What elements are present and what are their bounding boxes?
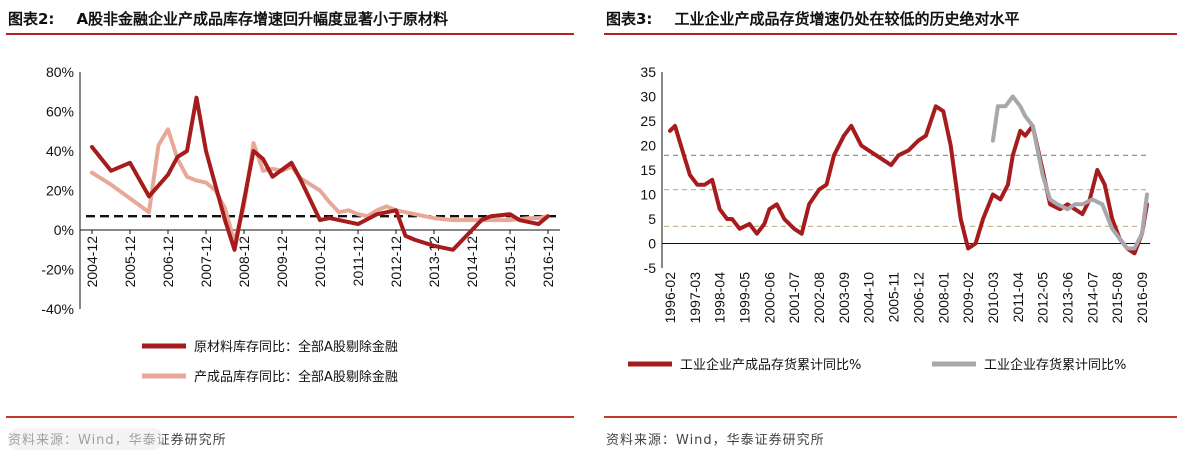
y-tick-label: -20% bbox=[41, 262, 74, 278]
x-tick-label: 2014-07 bbox=[1084, 272, 1100, 324]
x-tick-label: 2016-12 bbox=[540, 236, 556, 288]
x-tick-label: 2008-12 bbox=[236, 236, 252, 288]
x-tick-label: 2012-05 bbox=[1035, 272, 1051, 324]
figure-title-left: A股非金融企业产成品库存增速回升幅度显著小于原材料 bbox=[76, 10, 449, 28]
figure-label-left: 图表2: bbox=[8, 10, 55, 28]
chart-panel-left: 图表2: A股非金融企业产成品库存增速回升幅度显著小于原材料 -40% -20% 0%… bbox=[0, 0, 576, 461]
y-tick-label: 0% bbox=[54, 222, 74, 238]
title-rule-right bbox=[604, 33, 1177, 35]
line-chart-left: -40% -20% 0% 20% 40% 60% 80% 2004-12 2005-12 2006… bbox=[41, 64, 560, 385]
x-tick-label: 2005-12 bbox=[122, 236, 138, 288]
x-tick-label: 1999-05 bbox=[737, 272, 753, 324]
x-tick-label: 2006-12 bbox=[910, 272, 926, 324]
source-note-right: 资料来源：Wind，华泰证券研究所 bbox=[606, 433, 825, 448]
x-tick-label: 2015-12 bbox=[502, 236, 518, 288]
x-tick-label: 1998-04 bbox=[712, 272, 728, 324]
x-tick-label: 2011-04 bbox=[1010, 272, 1026, 323]
title-rule-left bbox=[6, 33, 574, 35]
x-tick-label: 2008-01 bbox=[935, 272, 951, 324]
legend-label-2: 工业企业存货累计同比% bbox=[984, 357, 1126, 373]
footer-rule-right bbox=[604, 416, 1177, 418]
y-tick-label: 15 bbox=[640, 162, 656, 178]
x-tick-label: 2010-12 bbox=[312, 236, 328, 288]
x-tick-label: 2009-02 bbox=[960, 272, 976, 324]
x-tick-label: 2002-08 bbox=[811, 272, 827, 324]
x-tick-label: 2013-06 bbox=[1059, 272, 1075, 324]
x-tick-label: 2009-12 bbox=[274, 236, 290, 288]
figure-title-right: 工业企业产成品存货增速仍处在较低的历史绝对水平 bbox=[674, 10, 1020, 28]
chart-title-left: 图表2: A股非金融企业产成品库存增速回升幅度显著小于原材料 bbox=[8, 8, 448, 29]
x-tick-label: 2004-10 bbox=[861, 272, 877, 324]
line-chart-right: -5 0 5 10 15 20 25 30 35 1996-02 1997-03 1998-04 199… bbox=[628, 64, 1150, 373]
legend-label-2: 产成品库存同比：全部A股剔除金融 bbox=[194, 369, 398, 385]
x-tick-label: 2013-12 bbox=[426, 236, 442, 288]
x-tick-label: 2011-12 bbox=[350, 236, 366, 287]
series-line-2 bbox=[990, 94, 1149, 251]
footer-rule-left bbox=[6, 416, 574, 418]
x-tick-label: 2003-09 bbox=[836, 272, 852, 324]
x-tick-label: 2004-12 bbox=[84, 236, 100, 288]
series-line-1 bbox=[668, 104, 1149, 256]
x-tick-label: 1996-02 bbox=[662, 272, 678, 324]
y-tick-label: 20 bbox=[640, 138, 656, 154]
figure-label-right: 图表3: bbox=[606, 10, 653, 28]
y-tick-label: 60% bbox=[46, 104, 74, 120]
series-line-1 bbox=[90, 95, 550, 252]
x-tick-label: 2014-12 bbox=[464, 236, 480, 288]
legend-label-1: 工业企业产成品存货累计同比% bbox=[680, 357, 861, 373]
y-tick-label: 10 bbox=[640, 187, 656, 203]
series-line-2 bbox=[90, 127, 550, 244]
chart-panel-right: 图表3: 工业企业产成品存货增速仍处在较低的历史绝对水平 -5 0 5 10 15 20 25… bbox=[598, 0, 1179, 461]
y-tick-label: 25 bbox=[640, 113, 656, 129]
y-tick-label: -5 bbox=[644, 260, 657, 276]
x-tick-label: 1997-03 bbox=[687, 272, 703, 324]
x-tick-label: 2000-06 bbox=[761, 272, 777, 324]
x-tick-label: 2001-07 bbox=[786, 272, 802, 324]
x-tick-label: 2007-12 bbox=[198, 236, 214, 288]
y-tick-label: 30 bbox=[640, 89, 656, 105]
y-tick-label: 5 bbox=[648, 211, 656, 227]
x-tick-label: 2006-12 bbox=[160, 236, 176, 288]
y-tick-label: -40% bbox=[41, 301, 74, 317]
watermark bbox=[8, 428, 163, 450]
y-tick-label: 35 bbox=[640, 64, 656, 80]
y-tick-label: 80% bbox=[46, 64, 74, 80]
y-tick-label: 40% bbox=[46, 143, 74, 159]
y-tick-label: 20% bbox=[46, 183, 74, 199]
x-tick-label: 2010-03 bbox=[985, 272, 1001, 324]
x-tick-label: 2005-11 bbox=[886, 272, 902, 323]
x-tick-label: 2012-12 bbox=[388, 236, 404, 288]
x-tick-label: 2016-09 bbox=[1134, 272, 1150, 324]
legend-label-1: 原材料库存同比：全部A股剔除金融 bbox=[194, 339, 398, 355]
x-tick-label: 2015-08 bbox=[1109, 272, 1125, 324]
chart-title-right: 图表3: 工业企业产成品存货增速仍处在较低的历史绝对水平 bbox=[606, 8, 1019, 29]
y-tick-label: 0 bbox=[648, 236, 656, 252]
